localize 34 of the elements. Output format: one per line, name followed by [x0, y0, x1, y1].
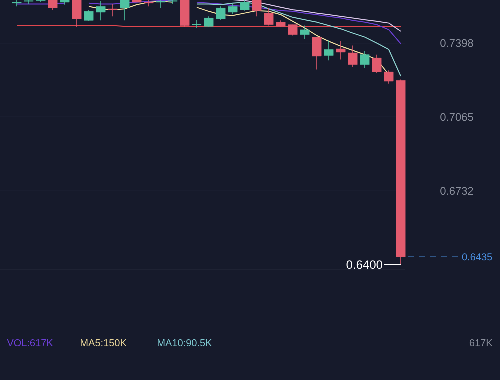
text: 617K: [470, 339, 493, 347]
y-tick-label: 0.7398: [440, 39, 474, 48]
candlestick: [264, 8, 274, 26]
candlestick: [312, 36, 322, 70]
ref-line-label: 0.6435: [462, 254, 492, 261]
candlestick: [96, 1, 106, 22]
y-tick-label: 0.7065: [440, 113, 474, 122]
candlestick: [156, 0, 166, 9]
candlestick: [288, 24, 298, 36]
candlestick: [120, 0, 130, 22]
candlestick: [12, 0, 22, 8]
text: MA10:90.5K: [158, 339, 212, 347]
candlestick: [252, 0, 262, 18]
candlestick: [240, 0, 250, 12]
candlestick: [216, 6, 226, 20]
candlestick: [384, 70, 394, 84]
candlestick: [72, 0, 82, 28]
text: VOL:617K: [7, 339, 54, 347]
candlestick: [84, 10, 94, 22]
candlestick: [336, 41, 346, 60]
candlestick: [144, 0, 154, 8]
candlestick: [108, 4, 118, 18]
candlestick: [228, 4, 238, 15]
candlestick: [204, 16, 214, 28]
line-series: [232, 0, 402, 32]
y-tick-label: 0.6732: [440, 187, 474, 196]
candlestick: [372, 54, 382, 74]
text: MA5:150K: [81, 339, 127, 347]
candlestick: [324, 40, 334, 62]
candlestick: [348, 45, 358, 68]
annotation: 0.6400: [346, 260, 383, 270]
candlestick: [192, 20, 202, 29]
candlestick: [360, 51, 370, 69]
candlestick: [300, 25, 310, 40]
